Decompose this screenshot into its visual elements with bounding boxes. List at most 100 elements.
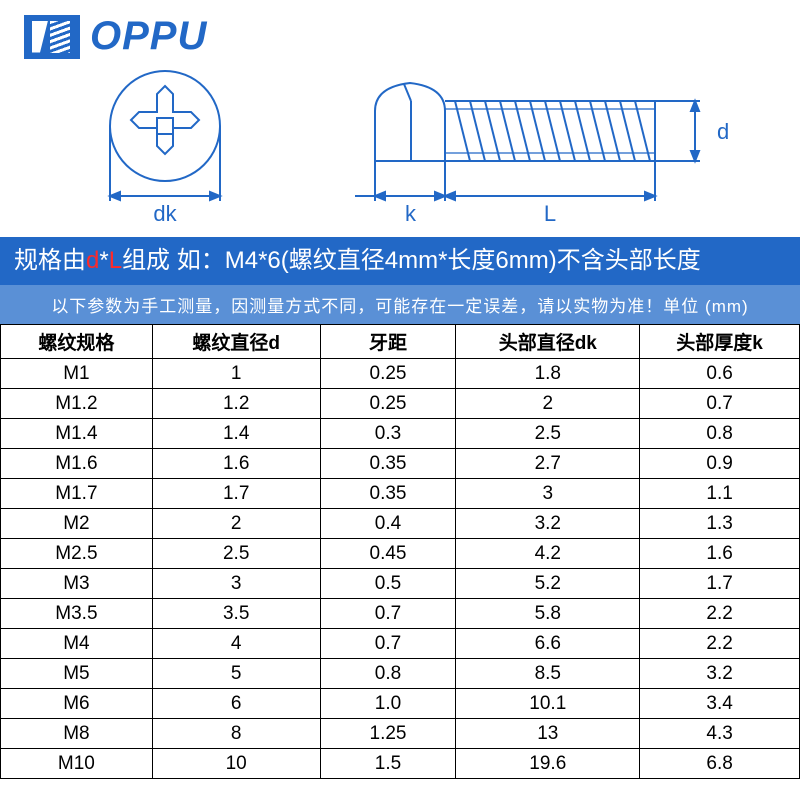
col-header: 螺纹规格: [1, 325, 153, 359]
table-cell: M8: [1, 719, 153, 749]
logo-mark: [24, 15, 80, 59]
table-row: M440.76.62.2: [1, 629, 800, 659]
logo-text: OPPU: [90, 14, 207, 59]
table-cell: 0.35: [320, 479, 456, 509]
table-cell: 0.45: [320, 539, 456, 569]
table-row: M2.52.50.454.21.6: [1, 539, 800, 569]
table-cell: M2.5: [1, 539, 153, 569]
table-row: M1.61.60.352.70.9: [1, 449, 800, 479]
table-cell: 3: [456, 479, 640, 509]
table-cell: 0.7: [320, 599, 456, 629]
table-cell: M4: [1, 629, 153, 659]
table-cell: M1.2: [1, 389, 153, 419]
table-cell: 3.5: [152, 599, 320, 629]
diagram-row: dk: [0, 59, 800, 237]
table-row: M550.88.53.2: [1, 659, 800, 689]
col-header: 头部直径dk: [456, 325, 640, 359]
table-row: M881.25134.3: [1, 719, 800, 749]
label-d: d: [717, 119, 729, 144]
table-row: M1.71.70.3531.1: [1, 479, 800, 509]
table-cell: 6.6: [456, 629, 640, 659]
table-cell: 1.8: [456, 359, 640, 389]
table-cell: 1.6: [152, 449, 320, 479]
table-cell: 2.2: [640, 599, 800, 629]
table-cell: 3.2: [640, 659, 800, 689]
table-cell: M5: [1, 659, 153, 689]
table-cell: 0.4: [320, 509, 456, 539]
table-cell: M6: [1, 689, 153, 719]
table-cell: 1.0: [320, 689, 456, 719]
table-cell: 4: [152, 629, 320, 659]
table-cell: 10: [152, 749, 320, 779]
table-cell: 1.7: [640, 569, 800, 599]
table-cell: 2.2: [640, 629, 800, 659]
table-cell: 0.25: [320, 359, 456, 389]
logo-bar: OPPU: [0, 0, 800, 59]
table-row: M10101.519.66.8: [1, 749, 800, 779]
table-row: M1.41.40.32.50.8: [1, 419, 800, 449]
label-k: k: [405, 201, 417, 226]
spec-table: 螺纹规格 螺纹直径d 牙距 头部直径dk 头部厚度k M110.251.80.6…: [0, 324, 800, 779]
table-cell: 3.4: [640, 689, 800, 719]
table-cell: 0.35: [320, 449, 456, 479]
table-cell: 4.2: [456, 539, 640, 569]
label-L: L: [544, 201, 556, 226]
table-row: M3.53.50.75.82.2: [1, 599, 800, 629]
table-cell: 2.5: [152, 539, 320, 569]
table-cell: 0.7: [640, 389, 800, 419]
table-cell: 5: [152, 659, 320, 689]
table-row: M661.010.13.4: [1, 689, 800, 719]
table-cell: 1.7: [152, 479, 320, 509]
b1-mid: *: [99, 247, 108, 274]
table-cell: 1: [152, 359, 320, 389]
table-cell: 3.2: [456, 509, 640, 539]
table-cell: 5.2: [456, 569, 640, 599]
table-row: M110.251.80.6: [1, 359, 800, 389]
spec-format-banner: 规格由d*L组成 如：M4*6(螺纹直径4mm*长度6mm)不含头部长度: [0, 237, 800, 285]
table-cell: 4.3: [640, 719, 800, 749]
col-header: 头部厚度k: [640, 325, 800, 359]
table-cell: 0.9: [640, 449, 800, 479]
table-cell: 1.3: [640, 509, 800, 539]
table-cell: 2.5: [456, 419, 640, 449]
b1-hl-d: d: [86, 247, 99, 274]
table-cell: 0.25: [320, 389, 456, 419]
table-cell: 5.8: [456, 599, 640, 629]
table-cell: M1: [1, 359, 153, 389]
table-cell: 1.1: [640, 479, 800, 509]
b1-rest: 组成 如：M4*6(螺纹直径4mm*长度6mm)不含头部长度: [122, 247, 701, 274]
table-cell: M1.7: [1, 479, 153, 509]
col-header: 螺纹直径d: [152, 325, 320, 359]
table-cell: M3: [1, 569, 153, 599]
table-cell: 13: [456, 719, 640, 749]
table-cell: M3.5: [1, 599, 153, 629]
table-row: M330.55.21.7: [1, 569, 800, 599]
table-cell: 2: [456, 389, 640, 419]
table-row: M1.21.20.2520.7: [1, 389, 800, 419]
table-cell: 10.1: [456, 689, 640, 719]
table-cell: 19.6: [456, 749, 640, 779]
table-cell: 6.8: [640, 749, 800, 779]
table-cell: 0.3: [320, 419, 456, 449]
table-cell: 1.5: [320, 749, 456, 779]
table-cell: 0.7: [320, 629, 456, 659]
table-cell: M10: [1, 749, 153, 779]
table-cell: 2: [152, 509, 320, 539]
table-cell: 0.5: [320, 569, 456, 599]
disclaimer-banner: 以下参数为手工测量，因测量方式不同，可能存在一定误差，请以实物为准！单位 (mm…: [0, 285, 800, 324]
table-cell: 0.6: [640, 359, 800, 389]
table-row: M220.43.21.3: [1, 509, 800, 539]
table-header-row: 螺纹规格 螺纹直径d 牙距 头部直径dk 头部厚度k: [1, 325, 800, 359]
col-header: 牙距: [320, 325, 456, 359]
table-cell: 8.5: [456, 659, 640, 689]
table-cell: 0.8: [640, 419, 800, 449]
screw-top-view: dk: [65, 61, 265, 231]
table-cell: 1.2: [152, 389, 320, 419]
screw-side-view: d k L: [355, 61, 735, 231]
table-cell: 0.8: [320, 659, 456, 689]
table-cell: 3: [152, 569, 320, 599]
b1-hl-L: L: [109, 247, 122, 274]
table-cell: 1.4: [152, 419, 320, 449]
table-cell: M2: [1, 509, 153, 539]
table-cell: 8: [152, 719, 320, 749]
